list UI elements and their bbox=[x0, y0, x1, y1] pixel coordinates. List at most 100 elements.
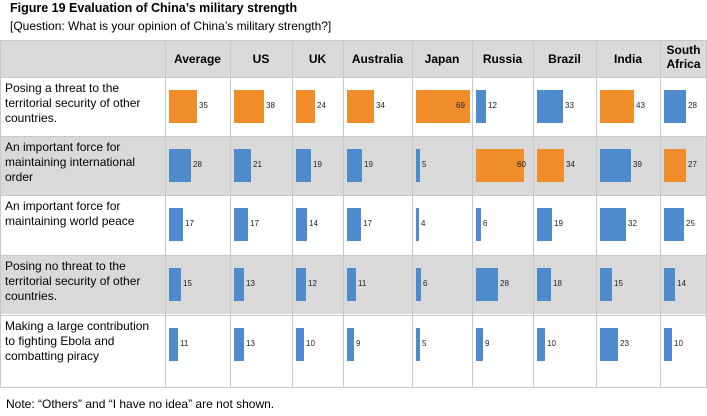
gridline-vertical bbox=[472, 40, 473, 387]
bar-3-6 bbox=[537, 268, 551, 301]
value-label: 13 bbox=[246, 279, 255, 288]
value-label: 69 bbox=[456, 101, 465, 110]
bar-0-1 bbox=[234, 90, 264, 123]
value-label: 34 bbox=[566, 160, 575, 169]
bar-3-5 bbox=[476, 268, 498, 301]
column-header-average: Average bbox=[174, 52, 221, 66]
gridline-horizontal bbox=[0, 136, 707, 137]
value-label: 39 bbox=[633, 160, 642, 169]
column-header-south-africa: South Africa bbox=[666, 43, 701, 71]
row-label: An important force for maintaining world… bbox=[5, 199, 135, 228]
value-label: 17 bbox=[185, 219, 194, 228]
bar-2-2 bbox=[296, 208, 307, 241]
value-label: 13 bbox=[246, 339, 255, 348]
gridline-vertical bbox=[230, 40, 231, 387]
gridline-vertical bbox=[660, 40, 661, 387]
bar-3-7 bbox=[600, 268, 612, 301]
value-label: 23 bbox=[620, 339, 629, 348]
value-label: 28 bbox=[688, 101, 697, 110]
gridline-horizontal bbox=[0, 255, 707, 256]
value-label: 24 bbox=[317, 101, 326, 110]
value-label: 10 bbox=[306, 339, 315, 348]
gridline-horizontal bbox=[0, 195, 707, 196]
value-label: 5 bbox=[422, 160, 427, 169]
bar-1-3 bbox=[347, 149, 362, 182]
value-label: 18 bbox=[553, 279, 562, 288]
value-label: 11 bbox=[180, 339, 189, 348]
bar-3-3 bbox=[347, 268, 356, 301]
bar-2-4 bbox=[416, 208, 419, 241]
gridline-horizontal bbox=[0, 315, 707, 316]
value-label: 21 bbox=[253, 160, 262, 169]
bar-0-4 bbox=[416, 90, 470, 123]
value-label: 38 bbox=[266, 101, 275, 110]
value-label: 17 bbox=[363, 219, 372, 228]
value-label: 33 bbox=[565, 101, 574, 110]
value-label: 19 bbox=[313, 160, 322, 169]
bar-0-0 bbox=[169, 90, 197, 123]
bar-1-4 bbox=[416, 149, 420, 182]
value-label: 43 bbox=[636, 101, 645, 110]
value-label: 12 bbox=[488, 101, 497, 110]
gridline-vertical bbox=[165, 40, 166, 387]
value-label: 28 bbox=[193, 160, 202, 169]
value-label: 19 bbox=[554, 219, 563, 228]
column-header-russia: Russia bbox=[482, 52, 523, 66]
column-header-japan: Japan bbox=[424, 52, 460, 66]
bar-4-1 bbox=[234, 328, 244, 361]
column-header-uk: UK bbox=[308, 52, 327, 66]
column-header-brazil: Brazil bbox=[548, 52, 581, 66]
gridline-horizontal bbox=[0, 387, 707, 388]
value-label: 25 bbox=[686, 219, 695, 228]
bar-0-5 bbox=[476, 90, 486, 123]
bar-2-6 bbox=[537, 208, 552, 241]
value-label: 15 bbox=[614, 279, 623, 288]
value-label: 15 bbox=[183, 279, 192, 288]
gridline-vertical bbox=[596, 40, 597, 387]
bar-2-3 bbox=[347, 208, 361, 241]
bar-3-4 bbox=[416, 268, 421, 301]
value-label: 10 bbox=[674, 339, 683, 348]
question-text: [Question: What is your opinion of China… bbox=[10, 19, 332, 33]
row-label: Posing no threat to the territorial secu… bbox=[5, 259, 141, 303]
value-label: 11 bbox=[358, 279, 367, 288]
row-label: Posing a threat to the territorial secur… bbox=[5, 81, 141, 125]
bar-1-7 bbox=[600, 149, 631, 182]
gridline-vertical bbox=[412, 40, 413, 387]
value-label: 9 bbox=[485, 339, 490, 348]
bar-3-2 bbox=[296, 268, 306, 301]
bar-4-0 bbox=[169, 328, 178, 361]
bar-4-7 bbox=[600, 328, 618, 361]
bar-3-1 bbox=[234, 268, 244, 301]
bar-1-6 bbox=[537, 149, 564, 182]
value-label: 14 bbox=[309, 219, 318, 228]
value-label: 28 bbox=[500, 279, 509, 288]
row-band bbox=[0, 40, 707, 77]
value-label: 17 bbox=[250, 219, 259, 228]
bar-0-2 bbox=[296, 90, 315, 123]
gridline-vertical bbox=[343, 40, 344, 387]
value-label: 12 bbox=[308, 279, 317, 288]
bar-1-8 bbox=[664, 149, 686, 182]
bar-0-3 bbox=[347, 90, 374, 123]
value-label: 19 bbox=[364, 160, 373, 169]
bar-4-8 bbox=[664, 328, 672, 361]
bar-4-5 bbox=[476, 328, 483, 361]
bar-2-8 bbox=[664, 208, 684, 241]
bar-0-8 bbox=[664, 90, 686, 123]
gridline-horizontal bbox=[0, 77, 707, 78]
gridline-vertical bbox=[533, 40, 534, 387]
column-header-australia: Australia bbox=[351, 52, 404, 66]
value-label: 6 bbox=[483, 219, 488, 228]
gridline-horizontal bbox=[0, 40, 707, 41]
column-header-us: US bbox=[252, 52, 270, 66]
row-label: An important force for maintaining inter… bbox=[5, 140, 136, 184]
gridline-vertical bbox=[292, 40, 293, 387]
row-label: Making a large contribution to fighting … bbox=[5, 319, 150, 363]
value-label: 27 bbox=[688, 160, 697, 169]
bar-0-7 bbox=[600, 90, 634, 123]
value-label: 4 bbox=[421, 219, 426, 228]
value-label: 14 bbox=[677, 279, 686, 288]
value-label: 10 bbox=[547, 339, 556, 348]
bar-1-5 bbox=[476, 149, 524, 182]
